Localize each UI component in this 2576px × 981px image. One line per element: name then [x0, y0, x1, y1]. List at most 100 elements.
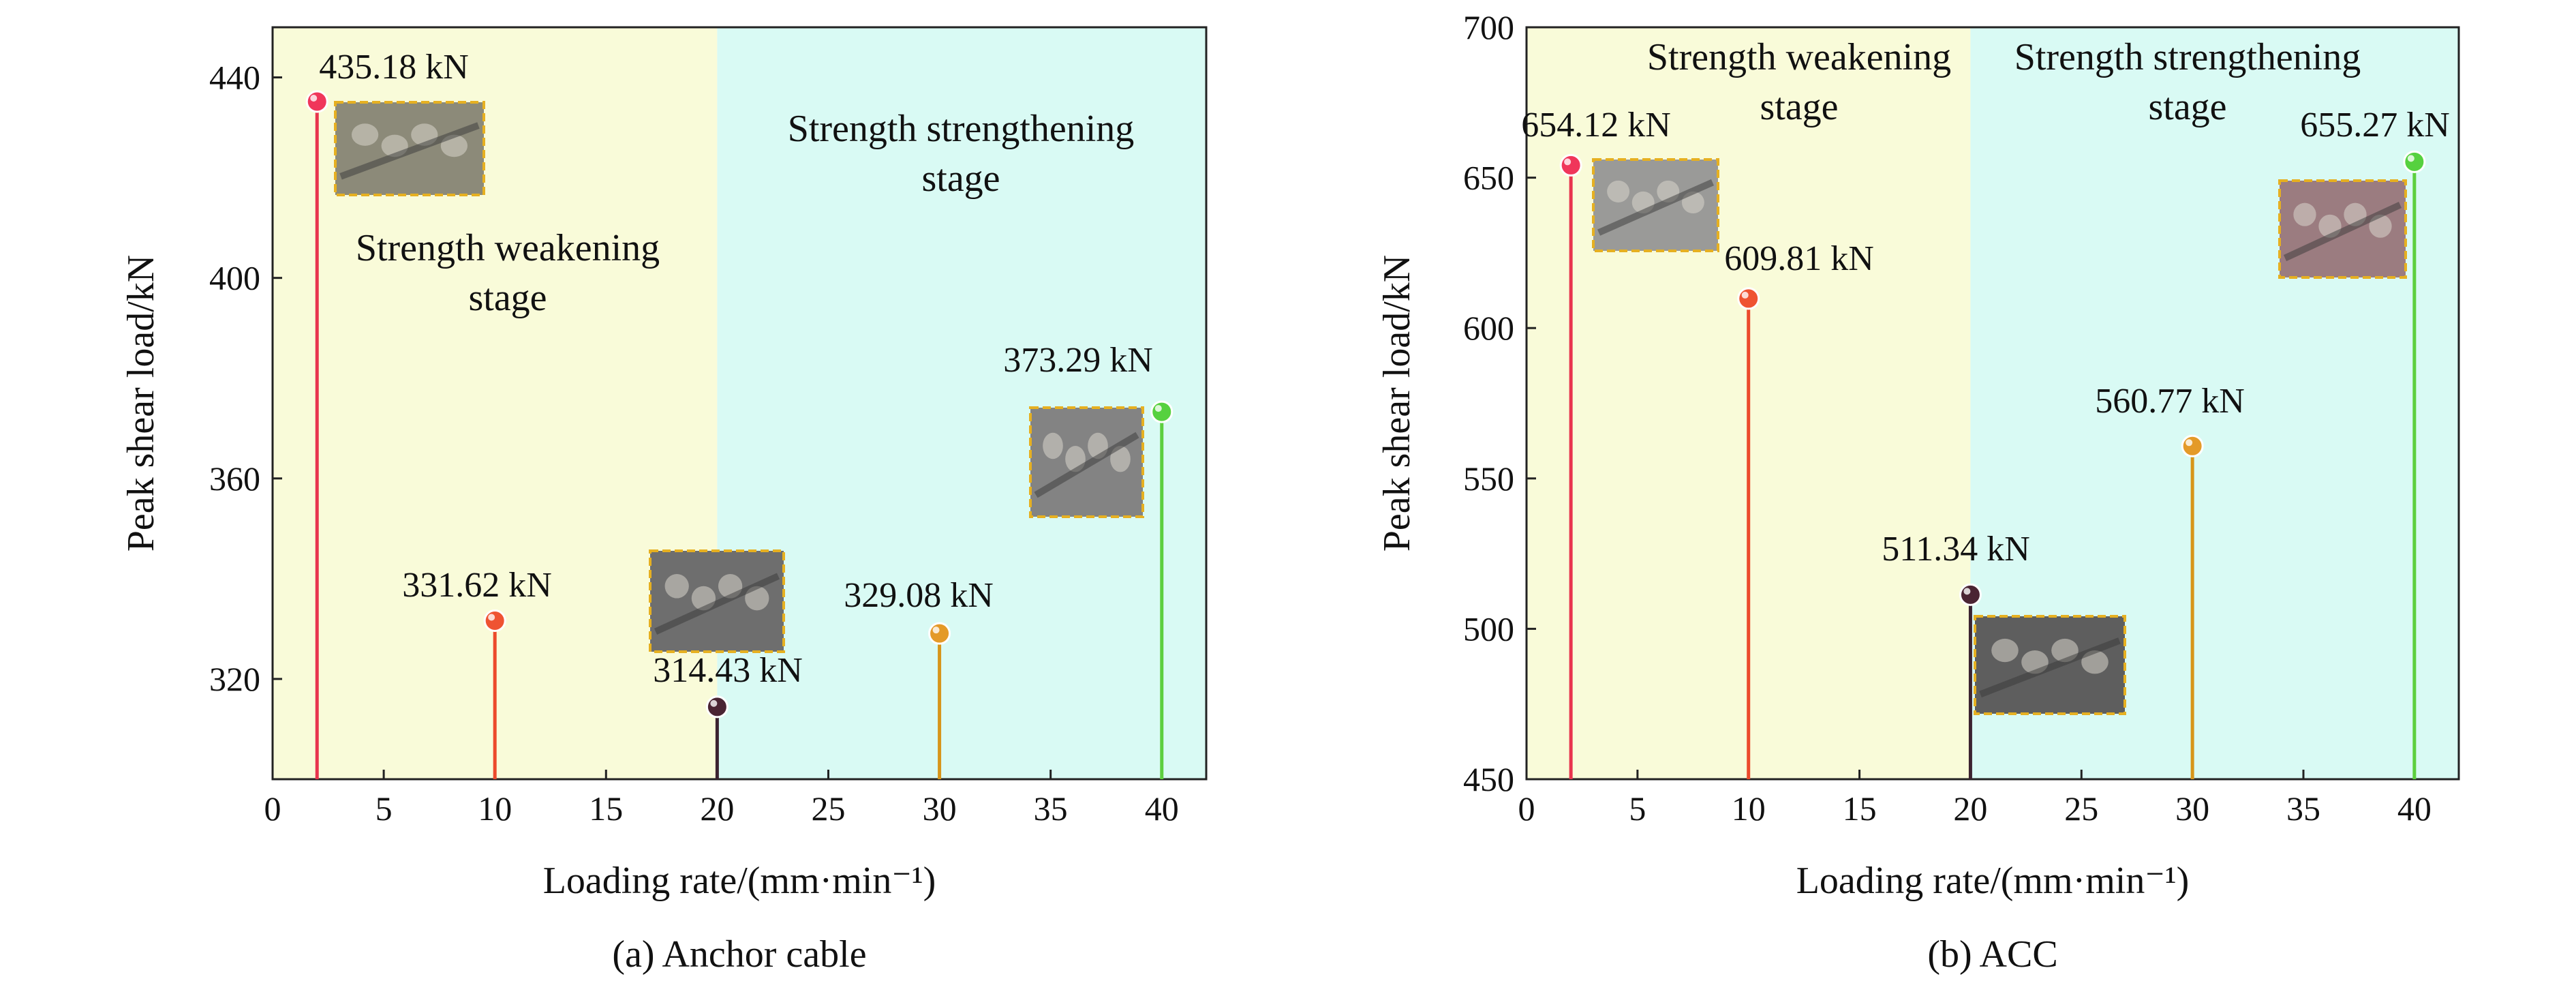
x-tick-label: 40	[1145, 789, 1179, 828]
x-tick-label: 40	[2397, 789, 2432, 828]
x-tick-label: 35	[2286, 789, 2320, 828]
strengthening-stage-label: Strength strengthening	[788, 108, 1135, 150]
x-tick-label: 20	[1953, 789, 1987, 828]
stem-marker-highlight	[488, 614, 495, 621]
x-tick-label: 15	[1843, 789, 1877, 828]
specimen-strand	[1034, 432, 1139, 498]
x-tick-label: 5	[1629, 789, 1646, 828]
plot-frame	[271, 26, 1208, 781]
x-tick-label: 15	[589, 789, 623, 828]
specimen-photo-border	[1592, 158, 1719, 252]
specimen-strand	[339, 122, 480, 180]
strengthening-stage-label: stage	[921, 157, 1000, 200]
data-label: 609.81 kN	[1724, 239, 1874, 278]
x-axis-title: Loading rate/(mm·min⁻¹)	[543, 860, 936, 902]
stem-marker-highlight	[1154, 405, 1162, 412]
x-tick-label: 10	[1732, 789, 1766, 828]
specimen-photo-border	[1974, 615, 2126, 715]
strengthening-stage-region	[717, 27, 1206, 779]
stem-marker	[2181, 434, 2204, 457]
specimen-photo-border	[334, 101, 485, 196]
data-label: 560.77 kN	[2095, 382, 2245, 421]
stem-marker-highlight	[1564, 158, 1571, 166]
figure-caption: (b) ACC	[1927, 933, 2057, 976]
weakening-stage-label: Strength weakening	[356, 227, 660, 269]
y-tick-label: 650	[1463, 159, 1514, 197]
specimen-photo-border	[649, 549, 785, 653]
data-label: 654.12 kN	[1521, 106, 1671, 145]
y-tick-label: 600	[1463, 309, 1514, 347]
y-tick-label: 400	[209, 259, 260, 297]
plot-frame	[1525, 26, 2460, 781]
x-tick-label: 5	[375, 789, 393, 828]
specimen-strand	[1991, 638, 2019, 663]
x-tick-label: 10	[478, 789, 512, 828]
x-tick-label: 30	[2175, 789, 2209, 828]
specimen-strand	[654, 573, 780, 635]
y-tick-label: 360	[209, 459, 260, 498]
specimen-photo	[649, 549, 785, 653]
specimen-strand	[351, 123, 379, 146]
specimen-strand	[1979, 637, 2121, 698]
x-tick-label: 35	[1034, 789, 1068, 828]
stem-marker	[928, 622, 951, 645]
y-tick-label: 550	[1463, 459, 1514, 498]
specimen-strand	[1043, 432, 1063, 459]
specimen-strand	[1607, 180, 1630, 202]
specimen-strand	[1110, 446, 1131, 472]
specimen-photo	[1592, 158, 1719, 252]
data-label: 511.34 kN	[1882, 530, 2030, 569]
x-tick-label: 20	[700, 789, 734, 828]
y-tick-label: 700	[1463, 8, 1514, 46]
stem-marker-highlight	[2186, 439, 2193, 447]
stem-marker-highlight	[2407, 155, 2414, 162]
specimen-photo	[334, 101, 485, 196]
data-label: 329.08 kN	[844, 576, 994, 615]
data-label: 314.43 kN	[653, 651, 803, 690]
specimen-strand	[664, 574, 689, 599]
specimen-photo-border	[2278, 179, 2407, 279]
specimen-strand	[2283, 201, 2402, 262]
data-label: 435.18 kN	[319, 48, 469, 87]
stem-marker	[1959, 583, 1982, 606]
y-tick-label: 500	[1463, 609, 1514, 648]
specimen-strand	[2293, 202, 2316, 226]
figure-caption: (a) Anchor cable	[612, 933, 866, 976]
x-tick-label: 25	[2064, 789, 2098, 828]
y-tick-label: 440	[209, 59, 260, 97]
specimen-photo-border	[1029, 406, 1144, 518]
strengthening-stage-label: stage	[2148, 86, 2226, 128]
y-axis-title: Peak shear load/kN	[1376, 255, 1418, 552]
specimen-photo	[2278, 179, 2407, 279]
specimen-photo	[1974, 615, 2126, 715]
stem-marker	[305, 90, 328, 113]
specimen-strand	[745, 586, 769, 611]
specimen-photo	[1029, 406, 1144, 518]
weakening-stage-label: stage	[468, 277, 547, 319]
stem-marker-highlight	[310, 94, 318, 102]
panel-acc: 0 5 10 15 20 25 30 35 40 450 500 550 600 650 700 Loadin…	[1376, 8, 2460, 976]
stem-marker	[705, 695, 729, 719]
y-tick-label: 320	[209, 660, 260, 698]
x-tick-label: 30	[923, 789, 957, 828]
stem-marker	[1737, 287, 1760, 310]
panel-anchor-cable: 0 5 10 15 20 25 30 35 40 320 360 400 440 Loading rate…	[120, 26, 1208, 976]
specimen-strand	[1597, 179, 1715, 236]
x-axis-title: Loading rate/(mm·min⁻¹)	[1796, 860, 2190, 902]
stem-marker	[2403, 150, 2426, 173]
stem-marker	[1559, 153, 1582, 177]
weakening-stage-label: stage	[1760, 86, 1838, 128]
y-axis-title: Peak shear load/kN	[120, 255, 162, 552]
x-tick-label: 25	[811, 789, 845, 828]
stem-marker-highlight	[710, 699, 718, 707]
data-label: 373.29 kN	[1003, 341, 1153, 380]
x-tick-label: 0	[264, 789, 281, 828]
data-label: 331.62 kN	[402, 566, 552, 605]
y-tick-label: 450	[1463, 760, 1514, 798]
x-tick-label: 0	[1518, 789, 1535, 828]
stem-marker-highlight	[1741, 291, 1749, 299]
data-label: 655.27 kN	[2300, 106, 2450, 145]
stem-marker	[483, 609, 506, 632]
strengthening-stage-label: Strength strengthening	[2014, 36, 2361, 78]
